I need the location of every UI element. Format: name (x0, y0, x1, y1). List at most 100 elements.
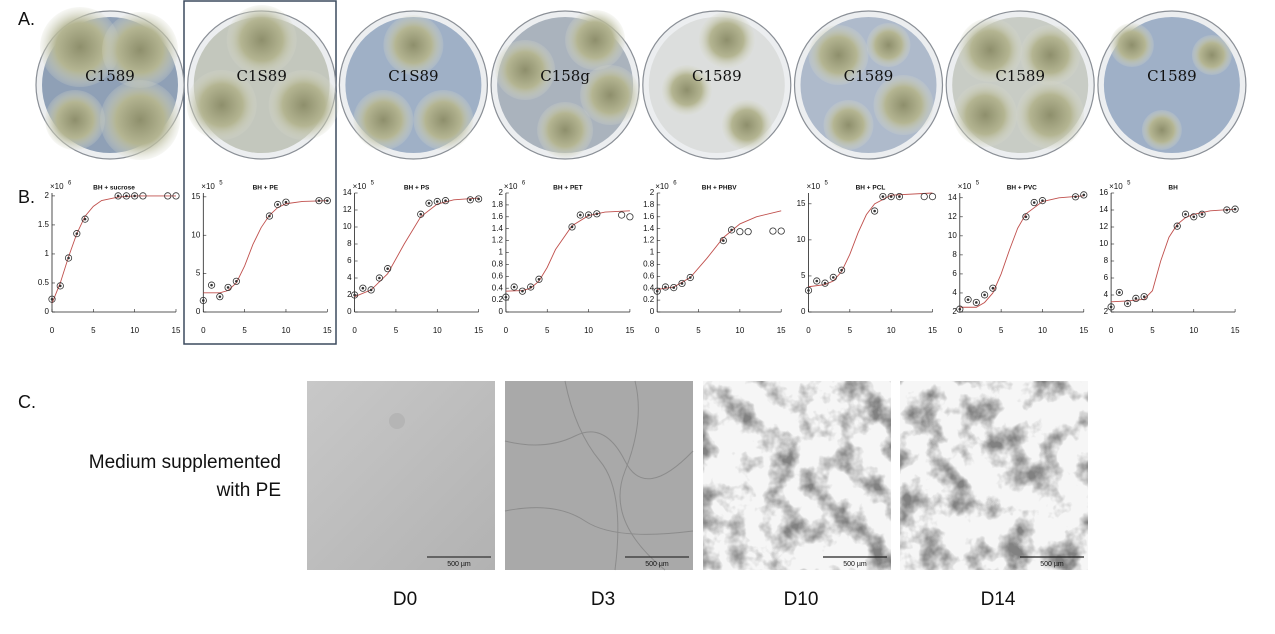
x-tick-label: 0 (806, 326, 811, 335)
data-point (81, 215, 89, 223)
data-point (887, 193, 895, 201)
colony (873, 75, 934, 135)
point-center (832, 276, 835, 279)
data-point (769, 227, 777, 235)
colony (413, 90, 474, 150)
y-tick-label: 10 (797, 235, 806, 244)
point-ring (1132, 294, 1140, 302)
point-center (579, 213, 582, 217)
plate-label: C1589 (995, 67, 1045, 85)
plate-label: C158g (540, 67, 590, 85)
fit-curve (959, 195, 1084, 308)
point-center (435, 200, 439, 203)
point-center (419, 212, 423, 216)
point-center (722, 239, 725, 242)
point-center (958, 307, 962, 311)
plate-label: C1589 (844, 67, 894, 85)
point-ring (1124, 299, 1132, 308)
point-center (75, 232, 79, 235)
colony (866, 23, 911, 67)
y-tick-label: 0.8 (492, 260, 504, 269)
colony (1141, 110, 1182, 150)
point-ring (920, 193, 928, 201)
point-center (58, 284, 62, 288)
x-tick-label: 0 (958, 326, 963, 335)
point-center (1175, 224, 1179, 228)
y-tick-label: 2 (347, 290, 352, 299)
y-tick-label: 1.6 (492, 212, 504, 221)
point-center (83, 217, 87, 221)
y-tick-label: 0.4 (643, 283, 655, 292)
y-multiplier: ×10 (655, 182, 669, 191)
point-center (444, 199, 447, 202)
smudge (389, 413, 405, 429)
y-tick-label: 14 (1099, 205, 1108, 214)
y-tick-label: 4 (1104, 290, 1109, 299)
point-center (50, 297, 54, 301)
fit-curve (505, 210, 630, 292)
point-ring (518, 287, 527, 295)
point-ring (584, 211, 593, 219)
data-point (367, 286, 375, 294)
point-center (680, 282, 684, 285)
x-tick-label: 15 (1231, 326, 1240, 335)
point-ring (678, 279, 686, 288)
x-tick-label: 15 (777, 326, 786, 335)
colony (353, 90, 414, 150)
y-tick-label: 12 (1099, 222, 1108, 231)
y-multiplier: ×10 (1109, 182, 1123, 191)
point-ring (895, 193, 904, 201)
scale-bar-label: 500 µm (843, 561, 867, 568)
y-tick-label: 1.4 (492, 224, 504, 233)
y-tick-label: 1.2 (643, 236, 655, 245)
chart-title: BH (1168, 185, 1178, 192)
y-tick-label: 0.6 (492, 271, 504, 280)
point-center (226, 286, 230, 289)
highlight-box (183, 0, 337, 345)
data-point (956, 305, 964, 313)
x-tick-label: 10 (1189, 326, 1198, 335)
point-center (881, 195, 885, 198)
point-ring (686, 273, 694, 282)
point-center (1041, 199, 1044, 202)
y-tick-label: 2 (1104, 307, 1109, 316)
chart-title: BH + PHBV (702, 185, 738, 192)
data-point (474, 195, 483, 203)
x-tick-label: 0 (201, 326, 206, 335)
point-ring (1030, 198, 1038, 207)
point-ring (989, 284, 997, 292)
y-tick-label: 10 (1099, 239, 1108, 248)
point-ring (928, 193, 937, 201)
data-point (1223, 206, 1231, 214)
y-tick-label: 0 (650, 307, 655, 316)
x-tick-label: 15 (323, 326, 332, 335)
point-center (1109, 305, 1113, 309)
x-tick-label: 15 (625, 326, 634, 335)
point-center (512, 285, 516, 289)
point-center (823, 281, 827, 285)
point-center (570, 225, 574, 229)
point-center (1225, 208, 1229, 212)
y-tick-label: 0.5 (38, 278, 50, 287)
y-tick-label: 1 (650, 248, 655, 257)
point-center (1126, 302, 1129, 305)
point-ring (661, 283, 670, 291)
y-tick-label: 1.2 (492, 236, 504, 245)
point-center (133, 194, 136, 198)
data-point (172, 192, 180, 200)
colony (565, 10, 626, 70)
point-ring (1107, 303, 1115, 311)
point-ring (323, 197, 331, 205)
colony (383, 15, 444, 75)
point-ring (653, 287, 661, 295)
x-tick-label: 0 (504, 326, 509, 335)
y-multiplier-exponent: 6 (673, 181, 677, 187)
y-tick-label: 14 (343, 188, 352, 197)
y-tick-label: 8 (347, 239, 352, 248)
point-center (664, 285, 667, 289)
colony (1016, 81, 1085, 149)
point-ring (593, 210, 601, 218)
row-label: Medium supplemented (89, 452, 281, 473)
colony (100, 80, 180, 160)
fit-curve (354, 197, 479, 298)
